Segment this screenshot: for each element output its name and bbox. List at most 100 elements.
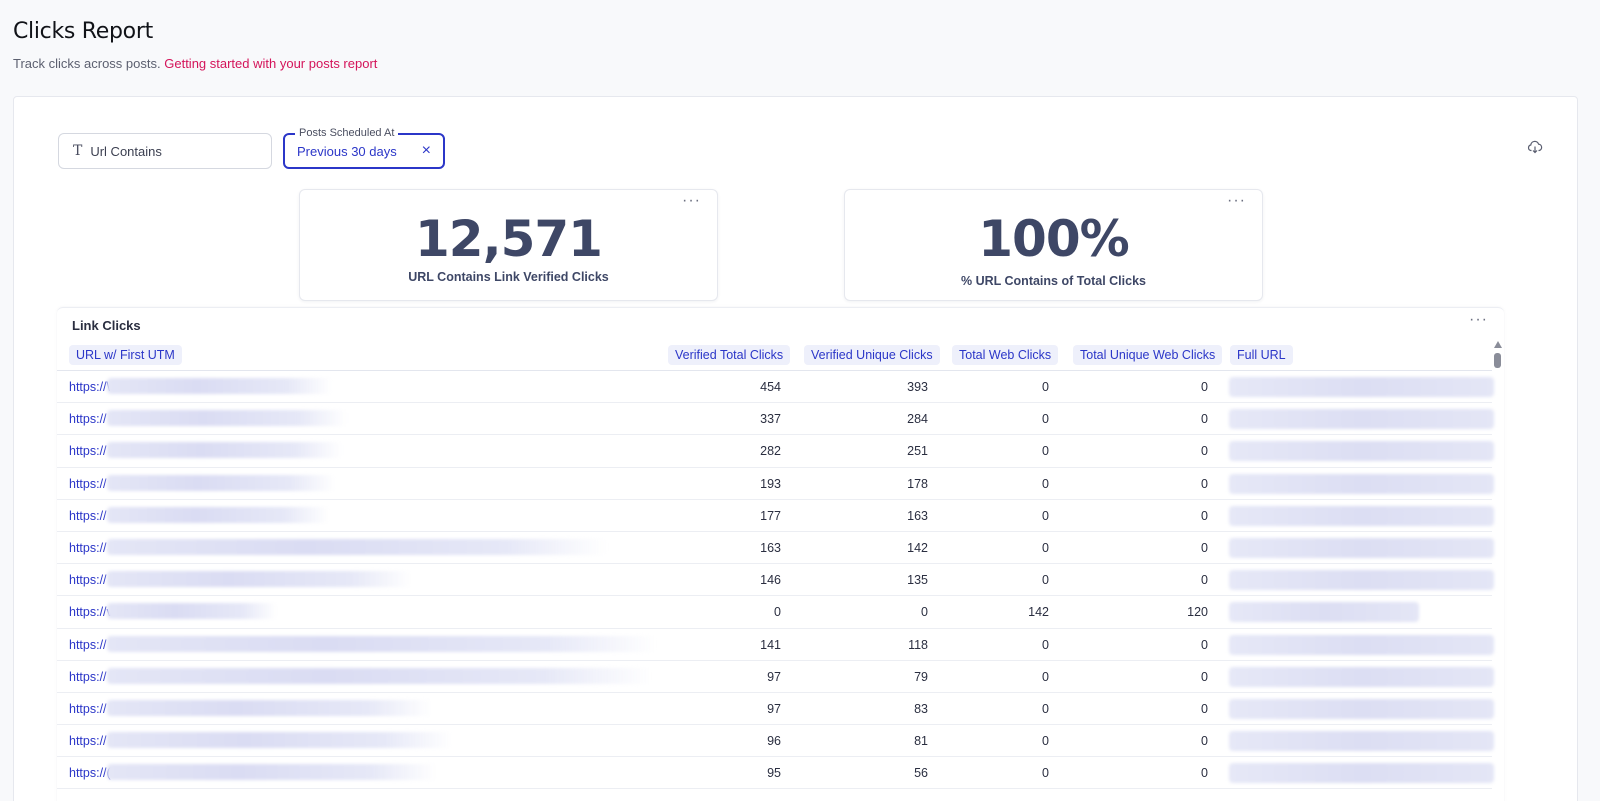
redacted-full-url [1229, 666, 1494, 687]
table-more-icon[interactable]: ··· [1469, 311, 1488, 328]
redacted-url [107, 732, 452, 749]
redacted-url [107, 538, 607, 555]
verified-unique-cell: 393 [907, 380, 928, 394]
url-link[interactable]: https:// [69, 412, 107, 427]
unique-web-cell: 0 [1201, 412, 1208, 427]
redacted-full-url [1229, 473, 1494, 494]
redacted-url [107, 764, 437, 781]
kpi-value: 100% [978, 210, 1129, 268]
redacted-url [107, 571, 412, 588]
verified-total-cell: 97 [767, 669, 781, 684]
page-subtitle: Track clicks across posts. Getting start… [13, 56, 377, 71]
verified-unique-cell: 135 [907, 573, 928, 588]
posts-scheduled-label: Posts Scheduled At [295, 127, 399, 139]
verified-unique-cell: 142 [907, 540, 928, 555]
text-type-icon: T [73, 143, 83, 159]
unique-web-cell: 0 [1201, 637, 1208, 652]
verified-unique-cell: 56 [914, 766, 928, 781]
scrollbar-thumb[interactable] [1494, 353, 1501, 368]
table-row: https://v 0 0 142 120 [57, 596, 1492, 629]
unique-web-cell: 0 [1201, 766, 1208, 781]
redacted-full-url [1229, 441, 1494, 462]
redacted-url [107, 378, 332, 394]
verified-total-cell: 454 [760, 380, 781, 394]
table-row: https:// 141 118 0 0 [57, 629, 1494, 661]
column-header-verified-unique[interactable]: Verified Unique Clicks [804, 345, 940, 365]
kpi-value: 12,571 [415, 210, 603, 268]
url-link[interactable]: https:// [69, 508, 107, 523]
url-link[interactable]: https://v [69, 605, 113, 620]
verified-total-cell: 282 [760, 444, 781, 459]
table-scrollbar[interactable] [1494, 341, 1502, 801]
table-row: https:// 97 79 0 0 [57, 661, 1494, 693]
posts-scheduled-filter[interactable]: Posts Scheduled At Previous 30 days × [283, 127, 445, 169]
redacted-url [107, 442, 342, 459]
verified-unique-cell: 79 [914, 669, 928, 684]
table-row: https:// 163 142 0 0 [57, 532, 1494, 565]
web-clicks-cell: 0 [1042, 508, 1049, 523]
redacted-url [107, 699, 432, 716]
url-link[interactable]: https:// [69, 573, 107, 588]
column-header-web-clicks[interactable]: Total Web Clicks [952, 345, 1059, 365]
web-clicks-cell: 0 [1042, 701, 1049, 716]
kpi-percent-clicks: ··· 100% % URL Contains of Total Clicks [844, 189, 1263, 301]
url-link[interactable]: https:// [69, 476, 107, 491]
verified-total-cell: 146 [760, 573, 781, 588]
url-link[interactable]: https:// [69, 734, 107, 749]
cloud-download-icon[interactable] [1527, 139, 1543, 155]
table-row: https:// 146 135 0 0 [57, 564, 1494, 597]
table-row: https:// 337 284 0 0 [57, 403, 1494, 436]
kpi-label: % URL Contains of Total Clicks [961, 274, 1146, 288]
web-clicks-cell: 142 [1028, 605, 1049, 620]
column-header-full-url[interactable]: Full URL [1230, 345, 1293, 365]
redacted-url [107, 635, 657, 652]
redacted-url [107, 603, 277, 620]
unique-web-cell: 0 [1201, 540, 1208, 555]
date-range-value: Previous 30 days [297, 143, 397, 159]
url-contains-filter[interactable]: T Url Contains [58, 133, 272, 169]
redacted-full-url [1229, 763, 1494, 784]
verified-total-cell: 177 [760, 508, 781, 523]
column-header-url[interactable]: URL w/ First UTM [69, 345, 182, 365]
table-body: https://\ 454 393 0 0 https:// 337 284 0… [57, 371, 1494, 790]
unique-web-cell: 0 [1201, 573, 1208, 588]
redacted-full-url [1229, 698, 1494, 719]
verified-unique-cell: 284 [907, 412, 928, 427]
verified-total-cell: 96 [767, 734, 781, 749]
url-link[interactable]: https:// [69, 540, 107, 555]
url-link[interactable]: https:// [69, 669, 107, 684]
redacted-url [107, 474, 335, 491]
unique-web-cell: 120 [1187, 605, 1208, 620]
kpi-more-icon[interactable]: ··· [682, 192, 701, 209]
url-link[interactable]: https://\ [69, 380, 110, 394]
getting-started-link[interactable]: Getting started with your posts report [164, 56, 378, 71]
web-clicks-cell: 0 [1042, 540, 1049, 555]
header-divider [57, 370, 1492, 371]
url-link[interactable]: https:// [69, 637, 107, 652]
verified-total-cell: 337 [760, 412, 781, 427]
page-title: Clicks Report [13, 19, 153, 44]
url-link[interactable]: https:// [69, 444, 107, 459]
redacted-full-url [1229, 570, 1494, 591]
kpi-more-icon[interactable]: ··· [1227, 192, 1246, 209]
web-clicks-cell: 0 [1042, 380, 1049, 394]
redacted-url [107, 506, 329, 523]
web-clicks-cell: 0 [1042, 444, 1049, 459]
redacted-url [107, 410, 347, 427]
verified-unique-cell: 163 [907, 508, 928, 523]
clear-filter-icon[interactable]: × [421, 142, 431, 159]
column-header-unique-web[interactable]: Total Unique Web Clicks [1073, 345, 1223, 365]
redacted-full-url [1229, 602, 1419, 623]
scroll-up-arrow-icon[interactable] [1494, 341, 1502, 348]
table-row: https:// 282 251 0 0 [57, 435, 1494, 468]
table-row: https://( 95 56 0 0 [57, 757, 1494, 790]
redacted-full-url [1229, 377, 1494, 397]
url-link[interactable]: https:// [69, 701, 107, 716]
unique-web-cell: 0 [1201, 444, 1208, 459]
url-link[interactable]: https://( [69, 766, 111, 781]
column-header-verified-total[interactable]: Verified Total Clicks [668, 345, 791, 365]
redacted-url [107, 667, 652, 684]
verified-total-cell: 95 [767, 766, 781, 781]
unique-web-cell: 0 [1201, 508, 1208, 523]
verified-unique-cell: 118 [908, 637, 928, 652]
